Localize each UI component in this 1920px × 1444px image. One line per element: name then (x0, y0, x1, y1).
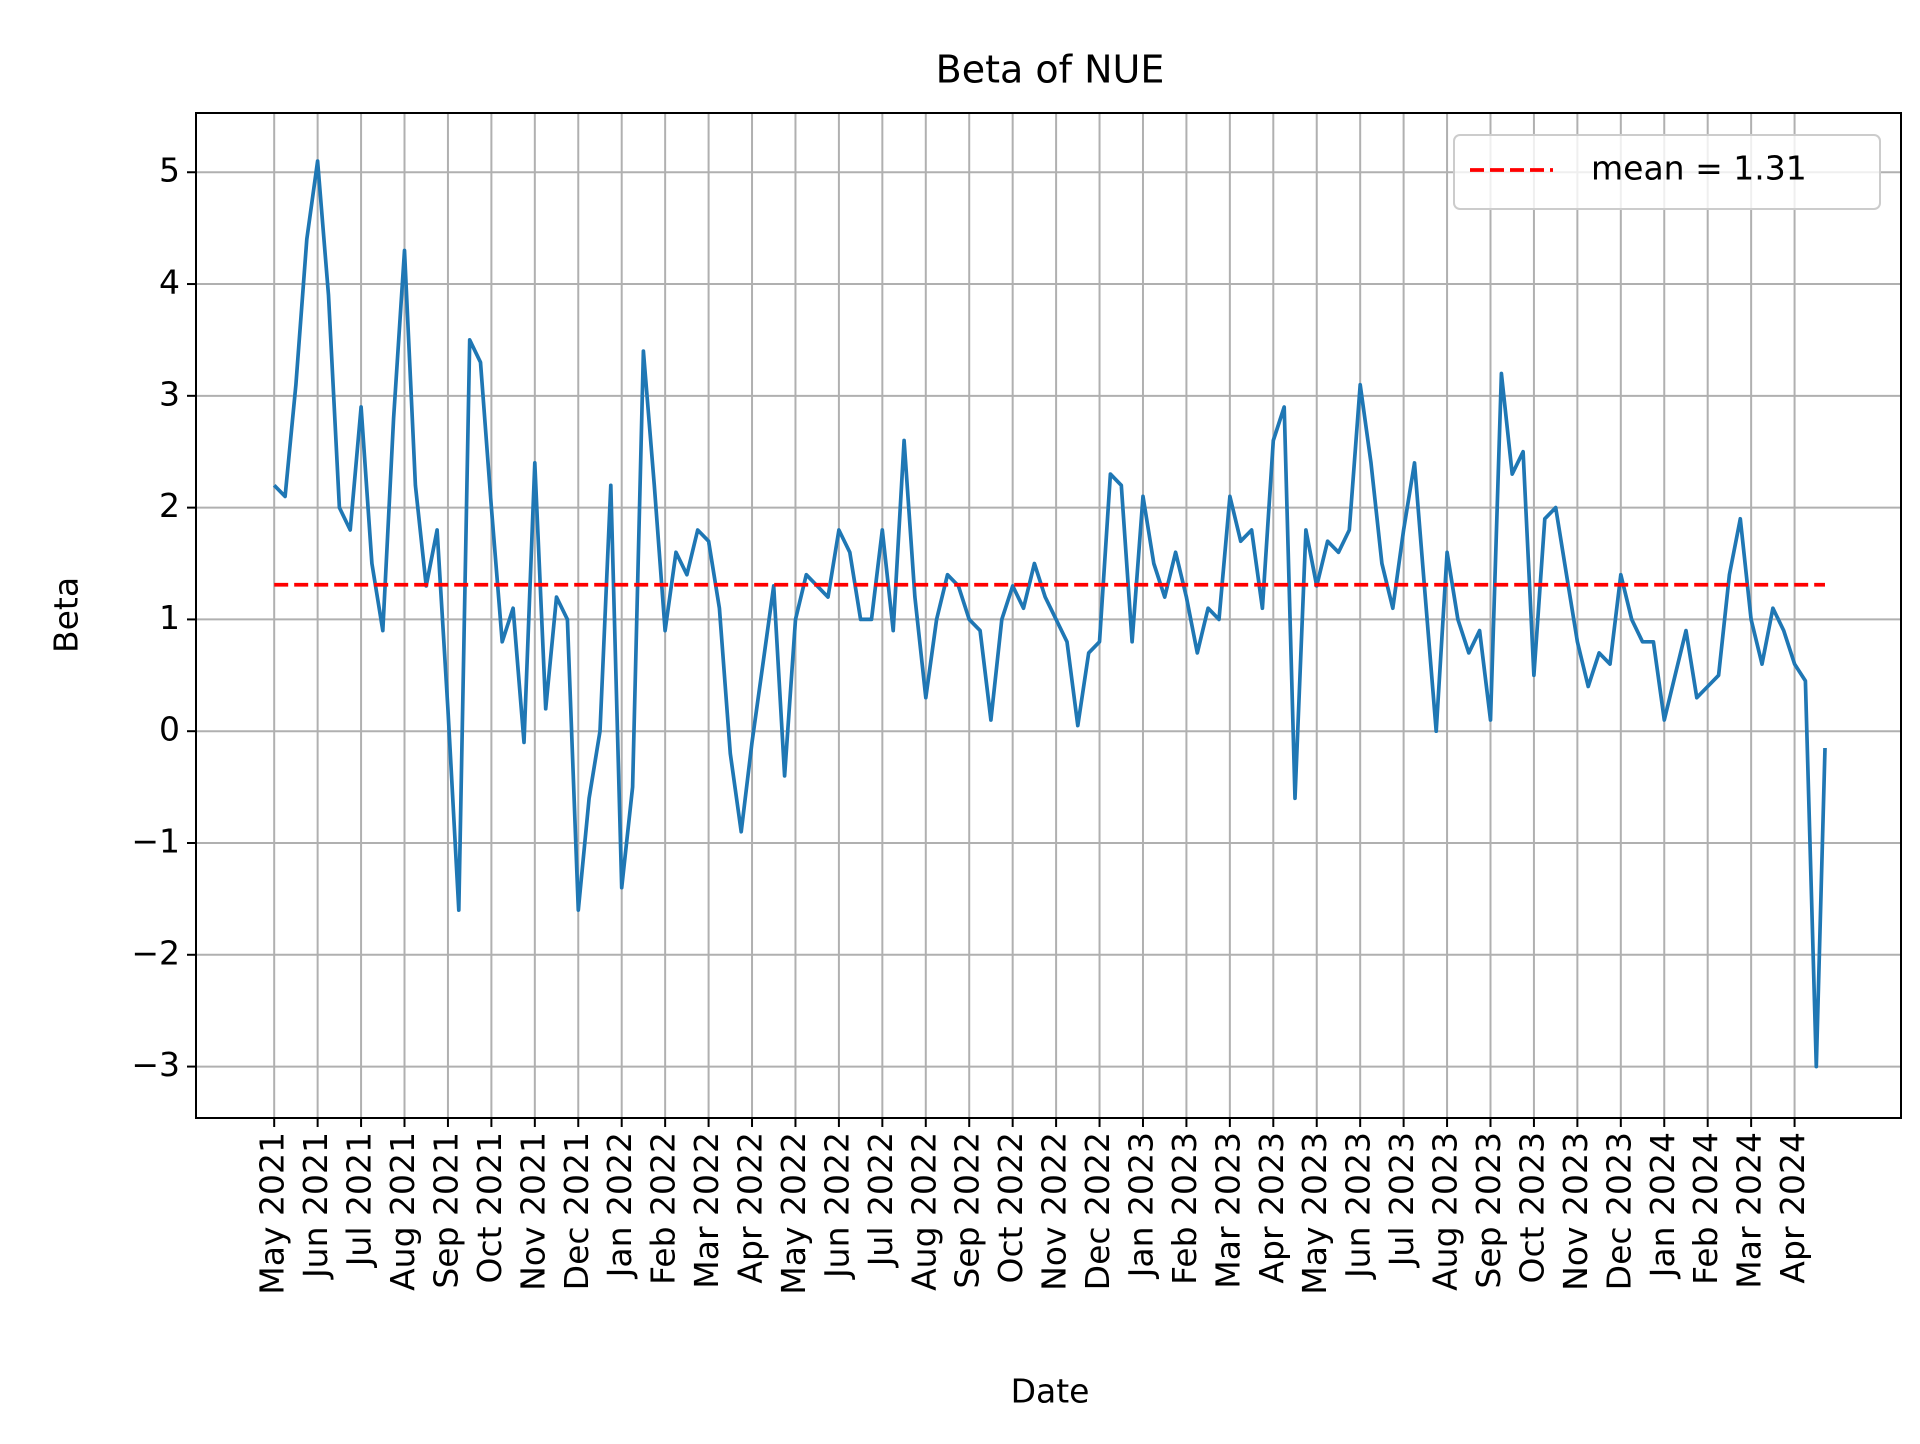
x-tick-label: Sep 2023 (1469, 1132, 1508, 1289)
x-tick-label: Jun 2021 (296, 1132, 335, 1280)
x-tick-label: Sep 2022 (948, 1132, 987, 1289)
data-line (272, 159, 1827, 1069)
y-tick-label: 4 (159, 263, 180, 302)
x-tick-label: Oct 2022 (991, 1132, 1030, 1284)
x-tick-label: Oct 2023 (1512, 1132, 1551, 1284)
y-tick-label: −3 (131, 1045, 180, 1084)
x-axis-label: Date (1011, 1372, 1090, 1411)
x-tick-label: Jun 2022 (817, 1132, 856, 1280)
plot-frame (195, 112, 1902, 1119)
x-tick-label: May 2021 (253, 1132, 292, 1295)
x-tick-label: Jan 2024 (1643, 1132, 1682, 1279)
x-tick-label: Nov 2022 (1035, 1132, 1074, 1291)
y-tick-label: 5 (159, 151, 180, 190)
x-tick-label: Feb 2023 (1165, 1132, 1204, 1285)
x-tick-label: Apr 2023 (1252, 1132, 1291, 1284)
y-tick-label: 3 (159, 374, 180, 413)
x-tick-label: May 2022 (774, 1132, 813, 1295)
x-tick-label: Nov 2023 (1556, 1132, 1595, 1291)
x-tick-label: Dec 2023 (1599, 1132, 1638, 1290)
x-tick-label: Jul 2021 (340, 1132, 379, 1268)
legend-box (1453, 134, 1881, 210)
x-tick-label: Aug 2023 (1426, 1132, 1465, 1291)
y-tick-label: 0 (159, 710, 180, 749)
legend-label: mean = 1.31 (1591, 149, 1807, 188)
x-tick-label: Dec 2022 (1078, 1132, 1117, 1290)
chart-title: Beta of NUE (936, 48, 1165, 92)
x-tick-label: Jan 2022 (600, 1132, 639, 1279)
x-tick-label: Dec 2021 (557, 1132, 596, 1290)
x-tick-label: Jul 2023 (1382, 1132, 1421, 1268)
x-tick-label: Aug 2022 (904, 1132, 943, 1291)
y-tick-label: 1 (159, 598, 180, 637)
x-tick-label: Aug 2021 (383, 1132, 422, 1291)
x-tick-label: Jul 2022 (861, 1132, 900, 1268)
x-tick-label: Oct 2021 (470, 1132, 509, 1284)
x-tick-label: Jun 2023 (1339, 1132, 1378, 1280)
x-tick-label: Mar 2023 (1208, 1132, 1247, 1289)
y-axis-label: Beta (47, 577, 86, 653)
x-tick-label: Sep 2021 (426, 1132, 465, 1289)
x-tick-label: Apr 2022 (731, 1132, 770, 1284)
y-tick-label: 2 (159, 486, 180, 525)
x-tick-label: Feb 2024 (1686, 1132, 1725, 1285)
x-tick-label: Nov 2021 (513, 1132, 552, 1291)
x-tick-label: Jan 2023 (1121, 1132, 1160, 1279)
x-tick-label: May 2023 (1295, 1132, 1334, 1295)
x-tick-label: Mar 2024 (1730, 1132, 1769, 1289)
y-tick-label: −2 (131, 933, 180, 972)
x-tick-label: Mar 2022 (687, 1132, 726, 1289)
x-tick-label: Apr 2024 (1773, 1132, 1812, 1284)
y-tick-label: −1 (131, 821, 180, 860)
x-tick-label: Feb 2022 (644, 1132, 683, 1285)
